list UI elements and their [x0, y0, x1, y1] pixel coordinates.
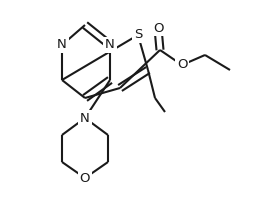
Text: N: N: [105, 39, 115, 51]
Text: O: O: [153, 22, 163, 34]
Text: S: S: [134, 29, 142, 41]
Text: N: N: [80, 111, 90, 124]
Text: O: O: [80, 172, 90, 184]
Text: N: N: [57, 39, 67, 51]
Text: O: O: [177, 58, 187, 72]
